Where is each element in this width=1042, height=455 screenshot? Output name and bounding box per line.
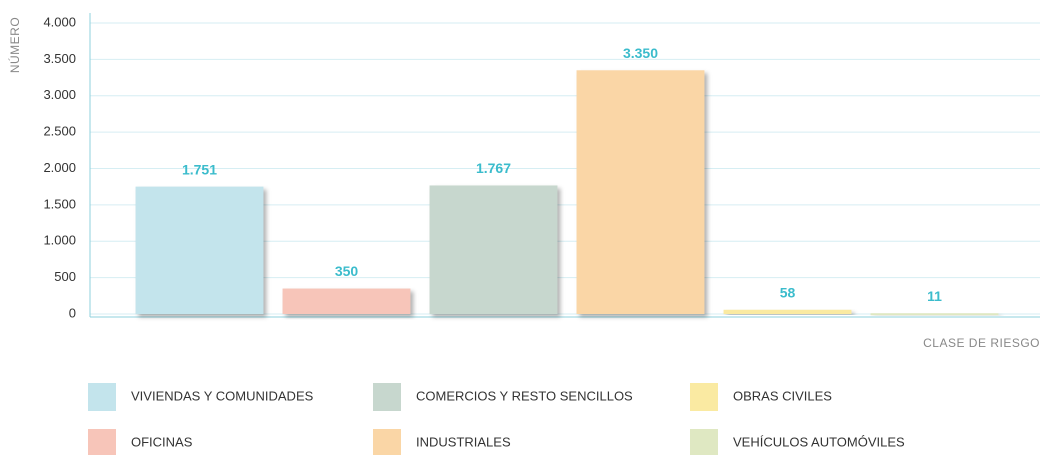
bar bbox=[135, 186, 264, 314]
legend-swatch bbox=[88, 429, 116, 455]
y-tick-label: 2.500 bbox=[43, 124, 76, 139]
bar bbox=[429, 185, 558, 314]
y-tick-label: 0 bbox=[69, 305, 76, 320]
legend-label: VIVIENDAS Y COMUNIDADES bbox=[131, 388, 314, 403]
value-label: 1.767 bbox=[476, 160, 511, 176]
legend-label: OBRAS CIVILES bbox=[733, 388, 832, 403]
legend-swatch bbox=[88, 383, 116, 411]
value-label: 11 bbox=[927, 288, 942, 304]
legend-label: COMERCIOS Y RESTO SENCILLOS bbox=[416, 388, 633, 403]
value-label: 3.350 bbox=[623, 45, 658, 61]
value-label: 350 bbox=[335, 263, 359, 279]
bar bbox=[723, 309, 852, 314]
bar bbox=[576, 70, 705, 314]
y-tick-label: 3.000 bbox=[43, 87, 76, 102]
legend-swatch bbox=[690, 383, 718, 411]
bar bbox=[870, 313, 999, 316]
x-axis-title: CLASE DE RIESGO bbox=[923, 336, 1040, 350]
legend-swatch bbox=[373, 383, 401, 411]
value-label: 58 bbox=[780, 284, 796, 300]
legend-label: VEHÍCULOS AUTOMÓVILES bbox=[733, 434, 905, 449]
y-tick-label: 1.500 bbox=[43, 196, 76, 211]
legend-swatch bbox=[690, 429, 718, 455]
legend-label: INDUSTRIALES bbox=[416, 434, 511, 449]
bar bbox=[282, 288, 411, 314]
y-tick-label: 2.000 bbox=[43, 160, 76, 175]
legend-label: OFICINAS bbox=[131, 434, 193, 449]
legend-swatch bbox=[373, 429, 401, 455]
y-axis-title: NÚMERO bbox=[7, 17, 22, 73]
y-tick-label: 1.000 bbox=[43, 233, 76, 248]
value-label: 1.751 bbox=[182, 161, 217, 177]
y-tick-label: 4.000 bbox=[43, 14, 76, 29]
y-tick-label: 500 bbox=[54, 269, 76, 284]
y-tick-label: 3.500 bbox=[43, 51, 76, 66]
